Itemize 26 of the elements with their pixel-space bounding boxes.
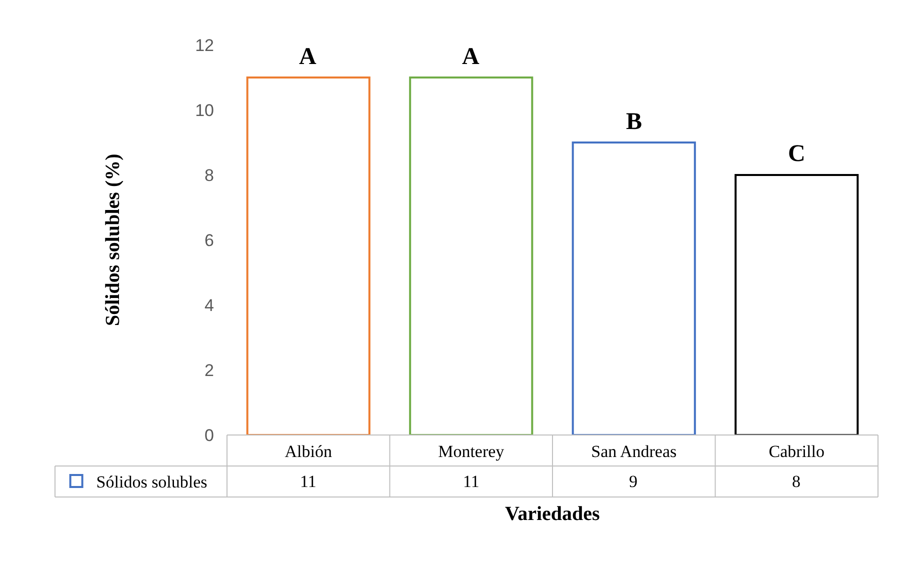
y-tick-label: 2 [204, 360, 214, 380]
x-tick-label: Monterey [438, 442, 505, 461]
bar [246, 76, 370, 435]
y-tick-label: 8 [204, 166, 214, 185]
annotation: C [788, 141, 806, 167]
annotation: A [299, 44, 317, 70]
bar [734, 174, 859, 435]
y-axis-title: Sólidos solubles (%) [102, 154, 124, 326]
data-label: 9 [629, 472, 638, 491]
legend-label: Sólidos solubles [96, 472, 208, 492]
annotation: A [462, 44, 480, 70]
x-tick-label: Albión [284, 442, 332, 461]
x-axis-title: Variedades [505, 503, 600, 525]
y-tick-label: 10 [195, 100, 214, 120]
data-label: 8 [792, 472, 800, 491]
data-label: 11 [300, 472, 316, 491]
y-tick-label: 4 [204, 296, 214, 315]
y-tick-label: 12 [195, 36, 214, 55]
y-tick-label: 0 [204, 426, 214, 445]
x-tick-label: San Andreas [591, 442, 677, 461]
y-tick-label: 6 [204, 230, 214, 250]
data-label: 11 [463, 472, 480, 491]
x-tick-label: Cabrillo [768, 442, 824, 461]
annotation: B [626, 109, 642, 135]
bar [572, 142, 696, 435]
bar [409, 76, 534, 435]
